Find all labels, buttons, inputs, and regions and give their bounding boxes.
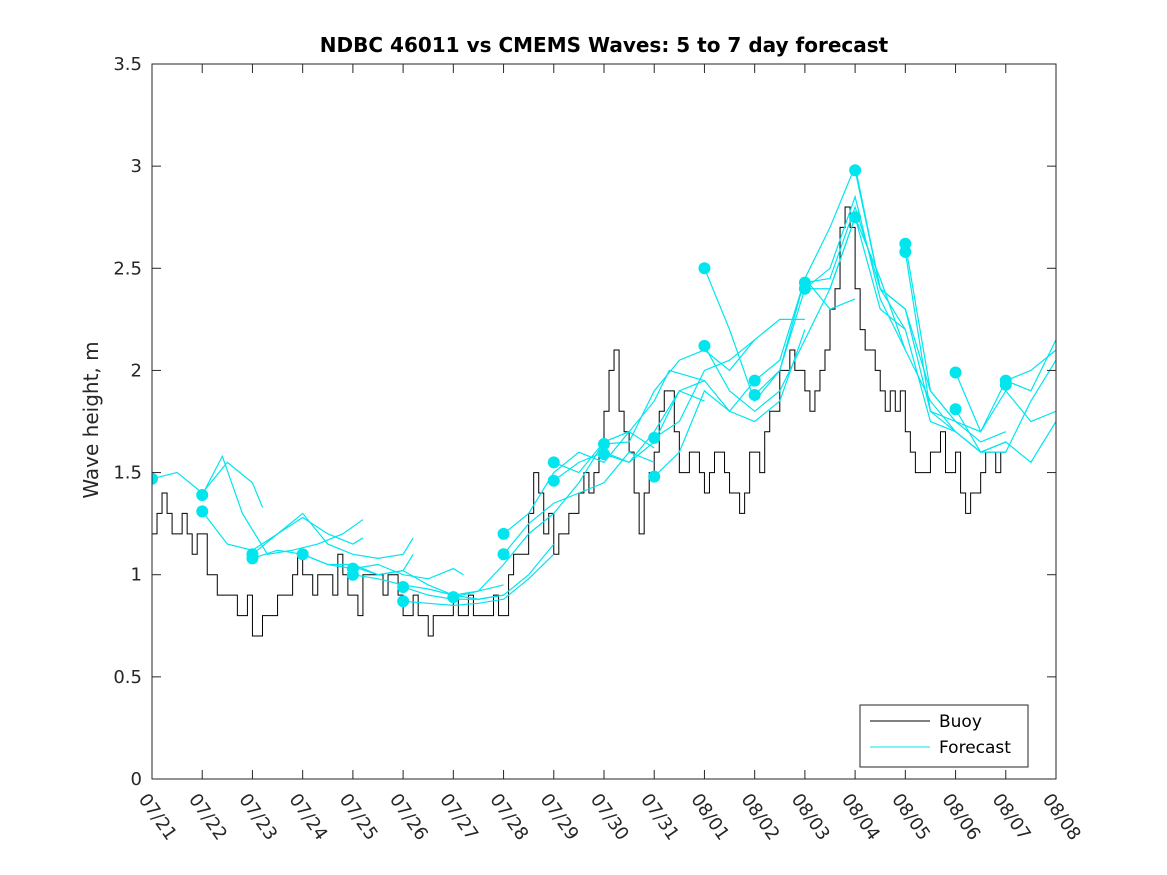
forecast-run-line-10 <box>453 441 605 598</box>
forecast-start-marker-25 <box>849 164 862 177</box>
forecast-run-line-18 <box>653 329 806 478</box>
y-axis-label: Wave height, m <box>79 341 103 498</box>
forecast-start-marker-5 <box>296 548 309 561</box>
forecast-start-marker-8 <box>397 580 410 593</box>
x-tick-label-17: 08/07 <box>988 790 1035 845</box>
legend-box <box>859 704 1029 768</box>
y-tick-label-4: 2 <box>131 360 142 381</box>
x-tick-label-9: 07/30 <box>586 790 633 845</box>
x-tick-label-16: 08/06 <box>937 790 984 845</box>
forecast-run-line-22 <box>754 194 906 396</box>
y-tick-label-3: 1.5 <box>113 463 142 484</box>
x-tick-label-4: 07/25 <box>335 790 382 845</box>
forecast-run-line-12 <box>503 451 655 555</box>
forecast-start-marker-26 <box>849 211 862 224</box>
x-tick-label-18: 08/08 <box>1038 790 1085 845</box>
forecast-start-marker-0 <box>152 472 158 485</box>
forecast-start-marker-15 <box>598 437 610 450</box>
forecast-run-line-31 <box>1005 349 1056 382</box>
forecast-start-marker-29 <box>949 366 962 379</box>
forecast-run-line-28 <box>904 251 1056 453</box>
forecast-start-marker-32 <box>999 378 1012 391</box>
forecast-start-marker-14 <box>547 474 560 487</box>
y-tick-label-7: 3.5 <box>113 54 142 75</box>
forecast-start-marker-18 <box>648 470 661 483</box>
x-tick-label-10: 07/31 <box>636 790 683 845</box>
forecast-start-marker-1 <box>196 489 209 502</box>
y-tick-label-1: 0.5 <box>113 667 142 688</box>
forecast-run-line-5 <box>302 553 464 580</box>
forecast-start-marker-9 <box>397 595 410 608</box>
forecast-start-marker-13 <box>547 456 560 469</box>
forecast-start-marker-16 <box>598 448 610 461</box>
forecast-start-marker-12 <box>497 548 510 561</box>
forecast-start-marker-7 <box>346 568 359 581</box>
forecast-run-line-6 <box>352 565 504 596</box>
plot-area <box>152 164 1056 637</box>
x-tick-label-7: 07/28 <box>485 790 532 845</box>
legend-forecast-label: Forecast <box>939 738 1011 758</box>
forecast-start-marker-2 <box>196 505 209 518</box>
forecast-run-line-9 <box>403 553 555 606</box>
forecast-start-marker-22 <box>748 388 761 401</box>
x-tick-label-15: 08/05 <box>887 790 934 845</box>
x-tick-label-13: 08/03 <box>787 790 834 845</box>
x-tick-label-12: 08/02 <box>737 790 784 845</box>
forecast-run-line-15 <box>603 339 756 445</box>
x-tick-label-5: 07/26 <box>385 790 432 845</box>
forecast-run-line-17 <box>653 318 805 439</box>
x-tick-label-2: 07/23 <box>234 790 281 845</box>
chart-title: NDBC 46011 vs CMEMS Waves: 5 to 7 day fo… <box>320 33 889 57</box>
forecast-run-line-3 <box>252 512 414 559</box>
forecast-run-line-26 <box>854 216 1007 453</box>
forecast-run-line-1 <box>201 454 364 555</box>
y-tick-label-0: 0 <box>131 769 142 790</box>
y-tick-label-2: 1 <box>131 565 142 586</box>
forecast-run-line-13 <box>553 369 705 474</box>
x-tick-label-8: 07/29 <box>536 790 583 845</box>
y-tick-label-5: 2.5 <box>113 258 142 279</box>
forecast-run-line-0 <box>152 461 264 508</box>
x-tick-label-3: 07/24 <box>285 790 332 845</box>
forecast-start-marker-19 <box>698 262 711 275</box>
x-tick-label-1: 07/22 <box>184 790 231 845</box>
x-tick-label-0: 07/21 <box>134 790 181 845</box>
forecast-start-marker-30 <box>949 403 962 416</box>
forecast-start-marker-21 <box>748 374 761 387</box>
series-group <box>152 164 1056 637</box>
forecast-run-line-24 <box>804 215 956 433</box>
forecast-start-marker-17 <box>648 431 661 444</box>
forecast-start-marker-20 <box>698 339 711 352</box>
x-tick-label-11: 08/01 <box>686 790 733 845</box>
forecast-start-marker-11 <box>497 527 510 540</box>
x-tick-label-6: 07/27 <box>435 790 482 845</box>
legend: Buoy Forecast <box>859 704 1029 768</box>
forecast-run-line-8 <box>402 543 555 600</box>
forecast-start-marker-4 <box>246 552 259 565</box>
forecast-run-line-30 <box>955 408 1056 464</box>
forecast-start-marker-28 <box>899 245 912 258</box>
forecast-run-line-4 <box>252 549 414 576</box>
y-tick-label-6: 3 <box>131 156 142 177</box>
legend-buoy-label: Buoy <box>939 712 982 732</box>
forecast-start-marker-10 <box>447 591 460 604</box>
x-tick-label-14: 08/04 <box>837 790 884 845</box>
forecast-start-marker-24 <box>798 282 811 295</box>
forecast-run-line-29 <box>955 372 1056 434</box>
forecast-run-line-2 <box>201 511 364 551</box>
